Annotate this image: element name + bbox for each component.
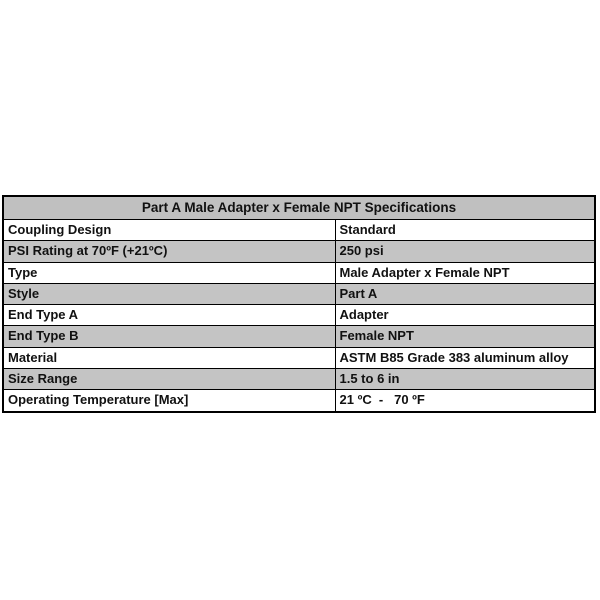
table-row: Type Male Adapter x Female NPT <box>2 261 596 284</box>
table-row: End Type A Adapter <box>2 304 596 327</box>
spec-label: Type <box>2 261 336 284</box>
spec-value: 250 psi <box>334 240 596 263</box>
spec-label: Size Range <box>2 368 336 391</box>
table-row: Coupling Design Standard <box>2 218 596 242</box>
spec-label: End Type B <box>2 325 336 348</box>
spec-value: 21 ºC - 70 ºF <box>334 389 596 413</box>
spec-value: ASTM B85 Grade 383 aluminum alloy <box>334 346 596 370</box>
spec-value: 1.5 to 6 in <box>334 368 596 391</box>
spec-table-body: Coupling Design Standard PSI Rating at 70º… <box>2 218 596 413</box>
table-row: Size Range 1.5 to 6 in <box>2 368 596 391</box>
table-row: Material ASTM B85 Grade 383 aluminum allo… <box>2 346 596 370</box>
spec-table: Part A Male Adapter x Female NPT Specifi… <box>2 195 596 413</box>
spec-label: Material <box>2 346 336 370</box>
spec-value: Male Adapter x Female NPT <box>334 261 596 284</box>
spec-label: Coupling Design <box>2 218 336 242</box>
table-row: End Type B Female NPT <box>2 325 596 348</box>
table-row: Operating Temperature [Max] 21 ºC - 70 ºF <box>2 389 596 413</box>
table-title: Part A Male Adapter x Female NPT Specifi… <box>2 195 596 220</box>
spec-value: Standard <box>334 218 596 242</box>
spec-value: Adapter <box>334 304 596 327</box>
spec-label: Style <box>2 282 336 306</box>
table-row: Style Part A <box>2 282 596 306</box>
table-header-row: Part A Male Adapter x Female NPT Specifi… <box>2 195 596 220</box>
spec-value: Part A <box>334 282 596 306</box>
spec-value: Female NPT <box>334 325 596 348</box>
spec-label: Operating Temperature [Max] <box>2 389 336 413</box>
spec-label: End Type A <box>2 304 336 327</box>
spec-label: PSI Rating at 70ºF (+21ºC) <box>2 240 336 263</box>
table-row: PSI Rating at 70ºF (+21ºC) 250 psi <box>2 240 596 263</box>
